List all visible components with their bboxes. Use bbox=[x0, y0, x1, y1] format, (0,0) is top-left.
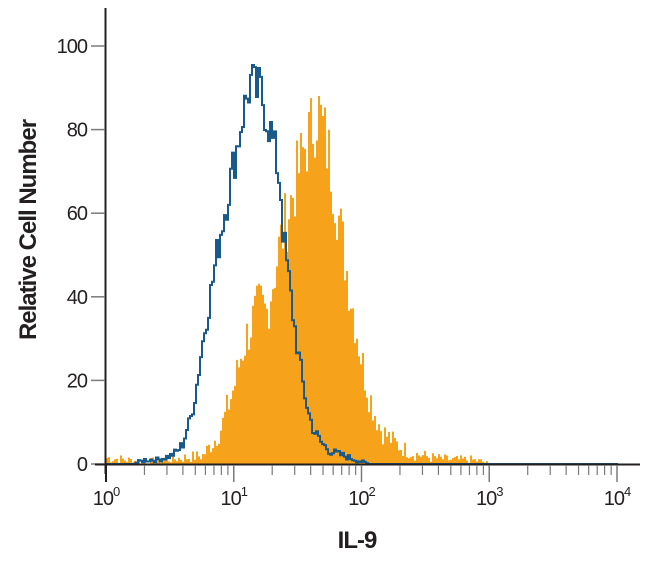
y-tick-label: 60 bbox=[67, 203, 88, 225]
x-tick-label: 103 bbox=[476, 484, 503, 510]
x-tick-label: 104 bbox=[604, 484, 631, 510]
y-tick-label: 0 bbox=[77, 454, 88, 476]
y-tick-label: 40 bbox=[67, 287, 88, 309]
y-axis-title: Relative Cell Number bbox=[15, 119, 42, 340]
y-tick-label: 80 bbox=[67, 120, 88, 142]
x-axis-ticks: 100 101 102 103 104 bbox=[93, 465, 632, 510]
il9-stained-histogram bbox=[106, 96, 618, 465]
plot-area bbox=[106, 63, 618, 465]
y-tick-label: 20 bbox=[67, 370, 88, 392]
x-tick-label: 100 bbox=[93, 484, 120, 510]
x-axis: 100 101 102 103 104 bbox=[93, 463, 640, 510]
x-tick-label: 101 bbox=[221, 484, 248, 510]
x-axis-title: IL-9 bbox=[338, 527, 377, 554]
y-tick-label: 100 bbox=[57, 36, 88, 58]
x-tick-label: 102 bbox=[348, 484, 375, 510]
y-axis: 0 20 40 60 80 100 bbox=[57, 8, 107, 476]
y-axis-ticks: 0 20 40 60 80 100 bbox=[57, 36, 105, 476]
